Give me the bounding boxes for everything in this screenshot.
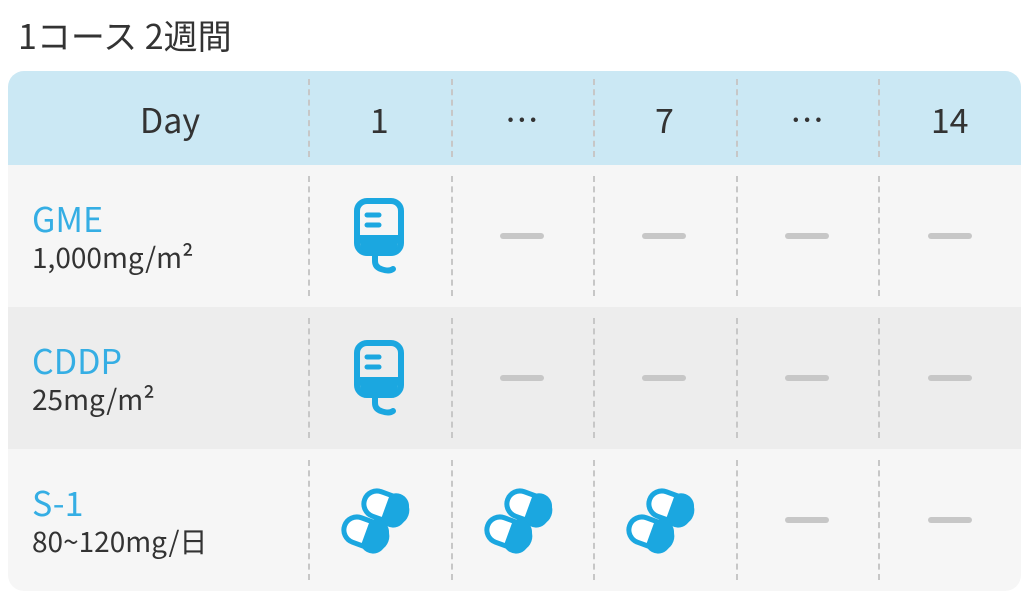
page-title: 1コース 2週間 bbox=[18, 10, 1021, 59]
schedule-cell bbox=[451, 307, 594, 449]
drug-label-cell: S-180~120mg/日 bbox=[8, 449, 308, 591]
schedule-cell bbox=[593, 307, 736, 449]
col-divider bbox=[593, 176, 595, 295]
no-dose-dash bbox=[500, 375, 544, 381]
no-dose-dash bbox=[785, 375, 829, 381]
schedule-cell bbox=[308, 449, 451, 591]
schedule-cell bbox=[308, 307, 451, 449]
drug-name: GME bbox=[32, 198, 103, 239]
col-divider bbox=[878, 318, 880, 437]
ellipsis: … bbox=[790, 94, 824, 143]
table-row: S-180~120mg/日 bbox=[8, 449, 1021, 591]
day-number: 7 bbox=[655, 94, 674, 143]
col-divider bbox=[736, 79, 738, 158]
schedule-cell bbox=[308, 165, 451, 307]
col-divider bbox=[593, 460, 595, 579]
day-number: 1 bbox=[370, 94, 389, 143]
no-dose-dash bbox=[642, 375, 686, 381]
schedule-cell bbox=[878, 307, 1021, 449]
pills-icon bbox=[626, 482, 702, 558]
no-dose-dash bbox=[785, 233, 829, 239]
chemo-schedule-page: 1コース 2週間 Day 1…7…14 GME1,000mg/m²CDDP25m… bbox=[0, 0, 1029, 599]
no-dose-dash bbox=[928, 375, 972, 381]
drug-name: CDDP bbox=[32, 340, 122, 381]
no-dose-dash bbox=[500, 233, 544, 239]
schedule-cell bbox=[736, 307, 879, 449]
col-divider bbox=[593, 79, 595, 158]
day-label: Day bbox=[140, 94, 200, 143]
iv-bag-icon bbox=[347, 337, 411, 419]
col-divider bbox=[308, 176, 310, 295]
col-divider bbox=[308, 318, 310, 437]
drug-dose: 80~120mg/日 bbox=[32, 525, 207, 559]
header-day-cell: 1 bbox=[308, 71, 451, 165]
schedule-cell bbox=[451, 165, 594, 307]
schedule-cell bbox=[593, 165, 736, 307]
col-divider bbox=[451, 79, 453, 158]
drug-dose: 1,000mg/m² bbox=[32, 241, 194, 275]
drug-dose: 25mg/m² bbox=[32, 383, 155, 417]
table-row: CDDP25mg/m² bbox=[8, 307, 1021, 449]
header-row: Day 1 … 7 … 14 bbox=[8, 71, 1021, 165]
col-divider bbox=[451, 460, 453, 579]
no-dose-dash bbox=[785, 517, 829, 523]
col-divider bbox=[736, 460, 738, 579]
schedule-cell bbox=[736, 165, 879, 307]
drug-label-cell: GME1,000mg/m² bbox=[8, 165, 308, 307]
drug-label-cell: CDDP25mg/m² bbox=[8, 307, 308, 449]
no-dose-dash bbox=[928, 233, 972, 239]
col-divider bbox=[308, 79, 310, 158]
ellipsis: … bbox=[505, 94, 539, 143]
col-divider bbox=[878, 176, 880, 295]
col-divider bbox=[736, 176, 738, 295]
col-divider bbox=[878, 79, 880, 158]
col-divider bbox=[593, 318, 595, 437]
header-label-cell: Day bbox=[8, 71, 308, 165]
iv-bag-icon bbox=[347, 195, 411, 277]
schedule-cell bbox=[878, 165, 1021, 307]
header-day-cell: … bbox=[451, 71, 594, 165]
col-divider bbox=[451, 176, 453, 295]
schedule-cell bbox=[451, 449, 594, 591]
pills-icon bbox=[341, 482, 417, 558]
header-day-cell: 14 bbox=[878, 71, 1021, 165]
col-divider bbox=[308, 460, 310, 579]
table-row: GME1,000mg/m² bbox=[8, 165, 1021, 307]
col-divider bbox=[451, 318, 453, 437]
col-divider bbox=[878, 460, 880, 579]
no-dose-dash bbox=[642, 233, 686, 239]
pills-icon bbox=[484, 482, 560, 558]
header-day-cell: 7 bbox=[593, 71, 736, 165]
schedule-cell bbox=[736, 449, 879, 591]
schedule-table: Day 1…7…14 GME1,000mg/m²CDDP25mg/m²S-180… bbox=[8, 71, 1021, 591]
col-divider bbox=[736, 318, 738, 437]
no-dose-dash bbox=[928, 517, 972, 523]
header-day-cell: … bbox=[736, 71, 879, 165]
schedule-cell bbox=[593, 449, 736, 591]
schedule-cell bbox=[878, 449, 1021, 591]
day-number: 14 bbox=[931, 94, 969, 143]
drug-name: S-1 bbox=[32, 482, 83, 523]
